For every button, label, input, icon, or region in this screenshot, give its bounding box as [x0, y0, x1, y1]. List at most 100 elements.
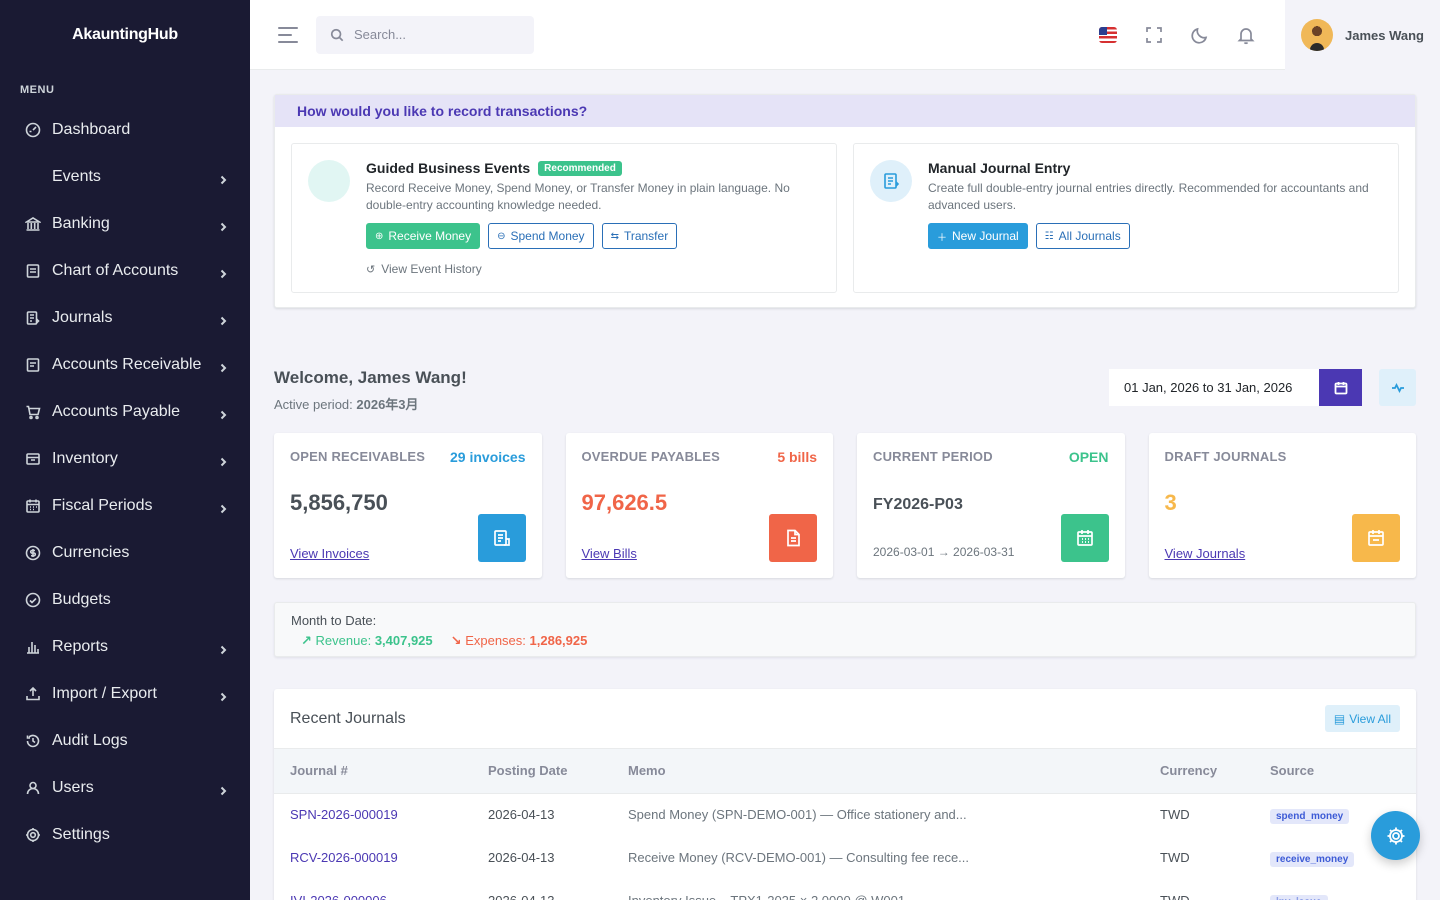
fullscreen-icon: [1146, 27, 1162, 43]
history-icon: ↺: [366, 263, 376, 276]
sidebar-item-settings[interactable]: Settings: [0, 811, 250, 858]
sidebar-item-events[interactable]: Events: [0, 153, 250, 200]
table-row[interactable]: SPN-2026-000019 2026-04-13 Spend Money (SP…: [274, 793, 1416, 836]
date-range-picker[interactable]: 01 Jan, 2026 to 31 Jan, 2026: [1109, 369, 1362, 406]
journal-number-link[interactable]: SPN-2026-000019: [290, 807, 398, 823]
receivable-icon: [24, 356, 41, 373]
view-event-history-link[interactable]: ↺ View Event History: [366, 262, 820, 276]
stat-link[interactable]: View Bills: [581, 546, 637, 561]
guided-events-icon: [308, 160, 350, 202]
dark-mode-button[interactable]: [1177, 12, 1223, 58]
fullscreen-button[interactable]: [1131, 12, 1177, 58]
invoice-icon: [477, 514, 526, 562]
column-header[interactable]: Currency: [1144, 749, 1254, 794]
user-menu[interactable]: James Wang: [1285, 0, 1440, 70]
transfer-icon: ⇆: [610, 230, 619, 242]
chevron-right-icon: [218, 360, 228, 372]
stat-link[interactable]: View Journals: [1164, 546, 1246, 561]
source-cell: receive_money: [1254, 836, 1416, 879]
column-header[interactable]: Memo: [612, 749, 1144, 794]
date-range-input[interactable]: 01 Jan, 2026 to 31 Jan, 2026: [1109, 369, 1319, 406]
sidebar-item-currencies[interactable]: Currencies: [0, 529, 250, 576]
manual-journal-panel: Manual Journal Entry Create full double-…: [853, 143, 1399, 293]
journal-number-link[interactable]: IVI-2026-000006: [274, 879, 472, 900]
bill-icon: [769, 514, 817, 562]
sidebar-item-label: Import / Export: [52, 684, 157, 702]
guided-events-panel: Guided Business Events Recommended Record…: [291, 143, 837, 293]
spend-money-button[interactable]: ⊖ Spend Money: [488, 223, 594, 249]
chevron-right-icon: [218, 642, 228, 654]
receive-money-button[interactable]: ⊕ Receive Money: [366, 223, 481, 249]
sidebar-item-inventory[interactable]: Inventory: [0, 435, 250, 482]
search-box[interactable]: [316, 15, 534, 54]
sidebar-item-audit-logs[interactable]: Audit Logs: [0, 717, 250, 764]
sidebar-item-fiscal-periods[interactable]: Fiscal Periods: [0, 482, 250, 529]
settings-fab-button[interactable]: [1371, 811, 1420, 860]
sidebar-item-accounts-payable[interactable]: Accounts Payable: [0, 388, 250, 435]
sidebar-item-users[interactable]: Users: [0, 764, 250, 811]
sidebar-item-label: Inventory: [52, 449, 118, 467]
currency-icon: [24, 544, 41, 561]
source-badge: receive_money: [1270, 852, 1355, 867]
blank-icon: [24, 168, 41, 185]
mtd-expenses-label: Expenses:: [465, 633, 526, 648]
main-content: How would you like to record transaction…: [274, 94, 1416, 900]
user-name: James Wang: [1345, 27, 1424, 43]
sidebar-item-dashboard[interactable]: Dashboard: [0, 106, 250, 153]
sidebar-item-journals[interactable]: Journals: [0, 294, 250, 341]
sidebar-item-label: Reports: [52, 637, 109, 655]
sidebar-item-accounts-receivable[interactable]: Accounts Receivable: [0, 341, 250, 388]
notifications-button[interactable]: [1223, 12, 1269, 58]
transfer-button[interactable]: ⇆ Transfer: [601, 223, 678, 249]
posting-date: 2026-04-13: [472, 879, 612, 900]
stat-badge: 29 invoices: [450, 449, 526, 465]
recommended-badge: Recommended: [538, 160, 622, 176]
brand-logo[interactable]: AkauntingHub: [72, 26, 178, 43]
calendar-icon: [1334, 381, 1347, 394]
sidebar-item-reports[interactable]: Reports: [0, 623, 250, 670]
chevron-right-icon: [218, 172, 228, 184]
all-journals-label: All Journals: [1058, 229, 1121, 243]
stat-value: 97,626.5: [581, 490, 668, 515]
menu-toggle-button[interactable]: [278, 26, 300, 43]
sidebar-item-banking[interactable]: Banking: [0, 200, 250, 247]
all-journals-button[interactable]: ☷ All Journals: [1035, 223, 1130, 249]
language-button[interactable]: [1085, 12, 1131, 58]
mtd-expenses-value: 1,286,925: [529, 633, 588, 648]
arrow-down-right-icon: ↘: [450, 633, 462, 648]
column-header[interactable]: Journal #: [274, 749, 472, 794]
table-row[interactable]: RCV-2026-000019 2026-04-13 Receive Money (…: [274, 836, 1416, 879]
receive-money-label: Receive Money: [388, 229, 472, 243]
stat-value: 5,856,750: [290, 490, 388, 515]
activity-button[interactable]: [1379, 369, 1416, 406]
new-journal-button[interactable]: ＋ New Journal: [928, 223, 1028, 249]
topbar: James Wang: [250, 0, 1440, 70]
table-row[interactable]: IVI-2026-0000062026-04-13Inventory Issue…: [274, 879, 1416, 900]
sidebar-nav: Dashboard Events Banking Chart of Accounts J…: [0, 106, 250, 858]
sidebar-item-label: Accounts Payable: [52, 402, 181, 420]
memo: Receive Money (RCV-DEMO-001) — Consultin…: [628, 850, 970, 865]
sidebar-item-import-export[interactable]: Import / Export: [0, 670, 250, 717]
mtd-revenue-value: 3,407,925: [374, 633, 433, 648]
bar-chart-icon: [24, 638, 41, 655]
search-input[interactable]: [354, 27, 514, 42]
minus-circle-icon: ⊖: [497, 230, 506, 242]
column-header[interactable]: Posting Date: [472, 749, 612, 794]
user-icon: [24, 779, 41, 796]
sidebar-item-label: Fiscal Periods: [52, 496, 153, 514]
journal-number-link[interactable]: RCV-2026-000019: [290, 850, 398, 865]
view-all-journals-button[interactable]: ▤ View All: [1324, 705, 1400, 732]
column-header[interactable]: Source: [1254, 749, 1416, 794]
stat-badge: OPEN: [1068, 449, 1109, 465]
chevron-right-icon: [218, 501, 228, 513]
sidebar-item-chart-of-accounts[interactable]: Chart of Accounts: [0, 247, 250, 294]
stat-link[interactable]: View Invoices: [290, 546, 370, 561]
mtd-title: Month to Date:: [291, 613, 377, 628]
bank-icon: [24, 215, 41, 232]
us-flag-icon: [1099, 27, 1117, 43]
journal-icon: [24, 309, 41, 326]
sidebar-item-budgets[interactable]: Budgets: [0, 576, 250, 623]
active-period-value: 2026年3月: [356, 397, 419, 412]
dashboard-icon: [24, 121, 41, 138]
date-range-button[interactable]: [1319, 369, 1362, 406]
